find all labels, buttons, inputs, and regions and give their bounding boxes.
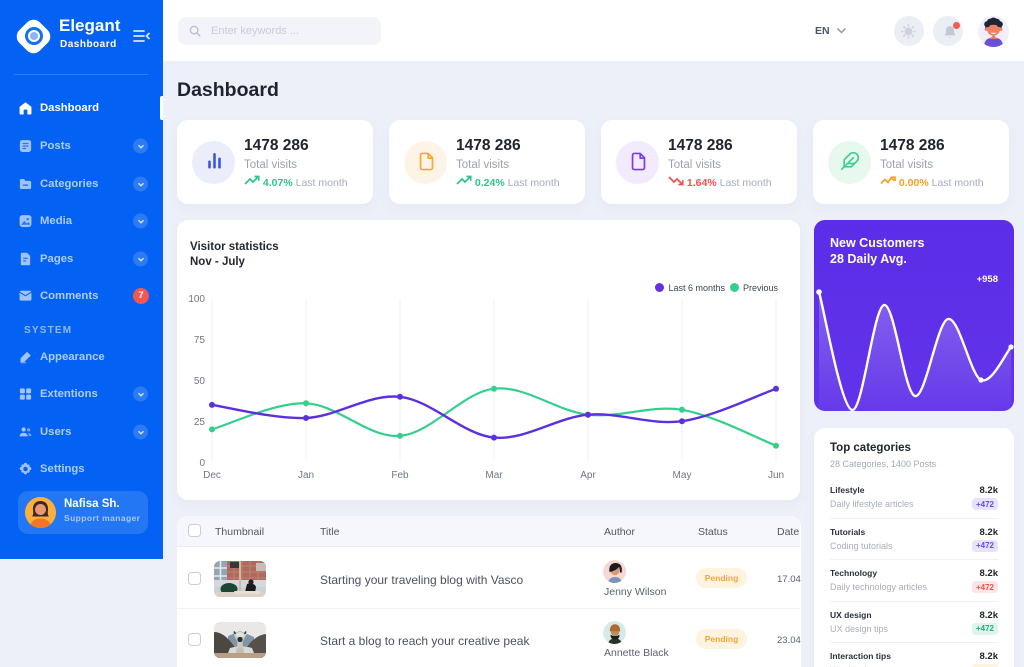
svg-text:75: 75 (194, 335, 206, 346)
svg-text:Jan: Jan (298, 470, 314, 481)
svg-text:0: 0 (199, 458, 205, 469)
svg-text:Mar: Mar (485, 470, 503, 481)
svg-text:May: May (673, 470, 692, 481)
svg-text:25: 25 (194, 417, 206, 428)
svg-text:Dec: Dec (203, 470, 221, 481)
svg-text:Feb: Feb (391, 470, 409, 481)
svg-text:Jun: Jun (768, 470, 784, 481)
svg-text:100: 100 (188, 294, 205, 305)
svg-text:50: 50 (194, 376, 206, 387)
svg-text:Apr: Apr (580, 470, 596, 481)
